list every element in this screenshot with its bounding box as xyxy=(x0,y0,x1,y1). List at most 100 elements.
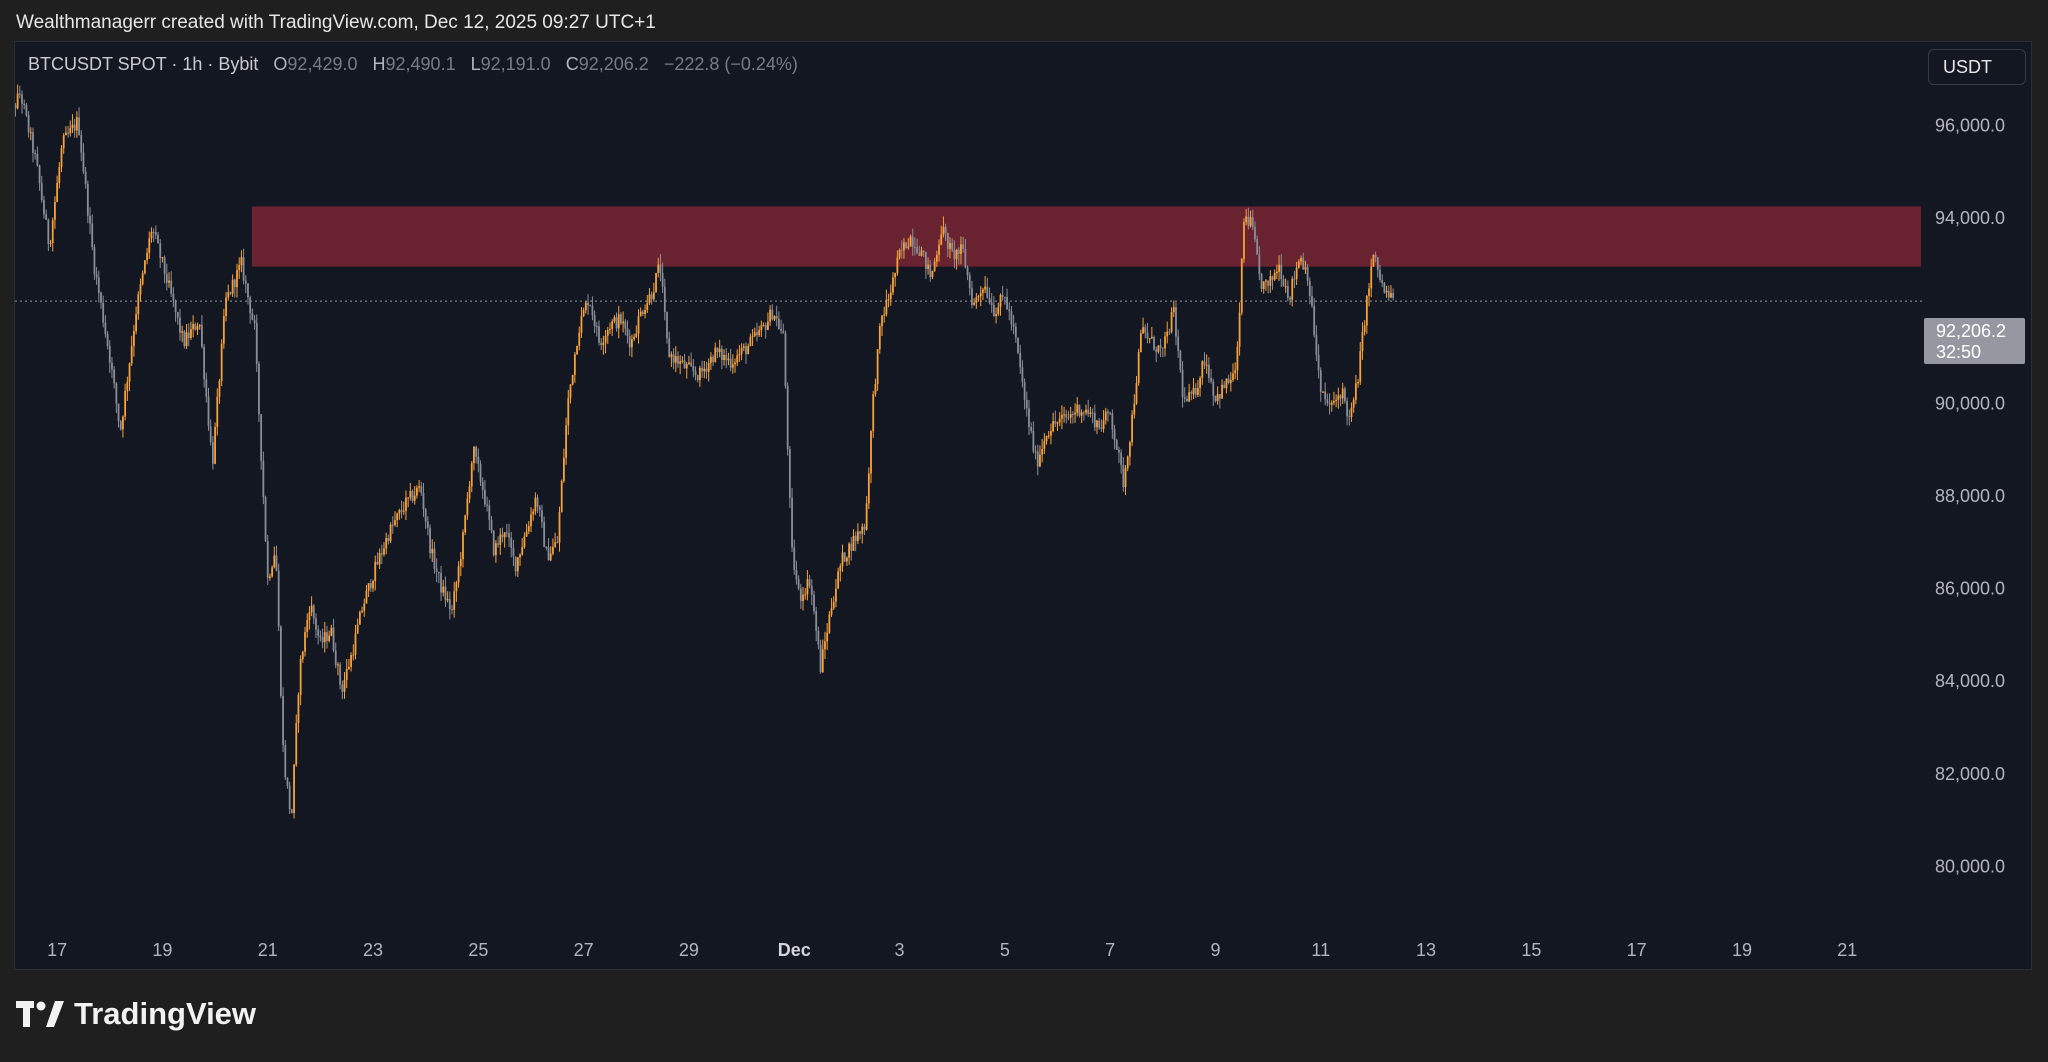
candle xyxy=(183,330,186,349)
x-axis-label: Dec xyxy=(778,940,811,960)
candle xyxy=(1214,395,1217,403)
candle xyxy=(1089,406,1092,418)
candle xyxy=(1021,360,1024,388)
x-axis-label: 21 xyxy=(258,940,278,960)
symbol-label[interactable]: BTCUSDT SPOT · 1h · Bybit xyxy=(28,54,259,74)
candle xyxy=(813,590,815,615)
candle xyxy=(1150,326,1153,340)
candle xyxy=(130,335,133,366)
candle xyxy=(1249,210,1252,228)
candle xyxy=(135,306,137,335)
candle xyxy=(10,102,12,128)
candle xyxy=(988,287,991,305)
candle xyxy=(47,218,50,252)
candle xyxy=(933,257,936,273)
candle xyxy=(1065,409,1068,424)
candle xyxy=(376,552,379,566)
resistance-zone[interactable] xyxy=(251,206,1921,267)
candle xyxy=(751,329,754,346)
candle xyxy=(1354,374,1357,405)
x-axis-label: 3 xyxy=(895,940,905,960)
candle xyxy=(541,504,543,529)
candle xyxy=(633,333,635,341)
candle xyxy=(286,777,289,789)
candle xyxy=(1203,352,1206,370)
candle xyxy=(36,146,39,167)
candle xyxy=(468,480,471,504)
candle xyxy=(1096,419,1098,435)
candle xyxy=(1232,363,1234,383)
candle xyxy=(578,326,581,351)
candle xyxy=(753,327,756,338)
candle xyxy=(1045,435,1048,445)
candle xyxy=(872,390,875,438)
candle xyxy=(797,575,800,591)
candle xyxy=(420,481,423,496)
candle xyxy=(174,299,177,322)
candle xyxy=(387,534,390,545)
candle xyxy=(279,625,282,699)
candle xyxy=(143,259,146,275)
candle xyxy=(1179,349,1182,373)
candle xyxy=(935,250,938,267)
candle xyxy=(775,305,778,327)
candle xyxy=(1058,412,1061,427)
candle xyxy=(560,479,563,513)
candle xyxy=(488,499,491,531)
candle xyxy=(745,342,747,364)
candle xyxy=(1376,257,1379,278)
candle xyxy=(918,245,921,257)
candle xyxy=(1153,335,1155,351)
candle xyxy=(157,231,159,244)
candle xyxy=(530,507,532,533)
candle xyxy=(1161,347,1164,358)
candle xyxy=(1322,391,1324,394)
candle xyxy=(442,579,445,597)
candle xyxy=(170,271,173,297)
candle xyxy=(942,216,945,238)
change-value: −222.8 (−0.24%) xyxy=(663,54,798,74)
candle xyxy=(1034,445,1037,460)
candle xyxy=(817,626,820,650)
last-price-badge: 92,206.2 32:50 xyxy=(1924,318,2025,364)
candle xyxy=(885,289,888,317)
candle xyxy=(854,531,857,552)
candle xyxy=(780,319,782,334)
candle xyxy=(242,248,245,285)
candle xyxy=(209,419,212,446)
candle xyxy=(337,662,339,676)
candle xyxy=(846,556,848,566)
candle xyxy=(492,529,495,557)
candle xyxy=(49,239,52,247)
candle xyxy=(519,553,521,566)
candle xyxy=(499,528,502,555)
x-axis-label: 13 xyxy=(1416,940,1436,960)
candle xyxy=(21,90,23,114)
candle xyxy=(626,320,629,344)
candle xyxy=(106,331,109,350)
candle xyxy=(1306,264,1309,286)
candle xyxy=(573,352,576,383)
candle xyxy=(288,781,291,815)
chart-area[interactable] xyxy=(14,41,2032,970)
candle xyxy=(1372,254,1375,267)
candle xyxy=(841,544,844,572)
candle xyxy=(595,321,598,337)
candle xyxy=(356,618,359,634)
candle xyxy=(699,365,701,387)
candle xyxy=(464,514,467,536)
currency-button[interactable]: USDT xyxy=(1928,49,2026,85)
candle xyxy=(824,631,826,660)
high-value: 92,490.1 xyxy=(385,54,456,74)
tradingview-brand[interactable]: TradingView xyxy=(16,996,256,1032)
candle xyxy=(894,272,897,287)
candle xyxy=(1100,419,1103,432)
candle xyxy=(604,329,607,354)
candle xyxy=(203,344,206,388)
candle xyxy=(946,232,949,257)
candle xyxy=(971,280,973,309)
candle xyxy=(1304,260,1307,275)
candle xyxy=(185,323,188,350)
candle xyxy=(1205,354,1208,374)
